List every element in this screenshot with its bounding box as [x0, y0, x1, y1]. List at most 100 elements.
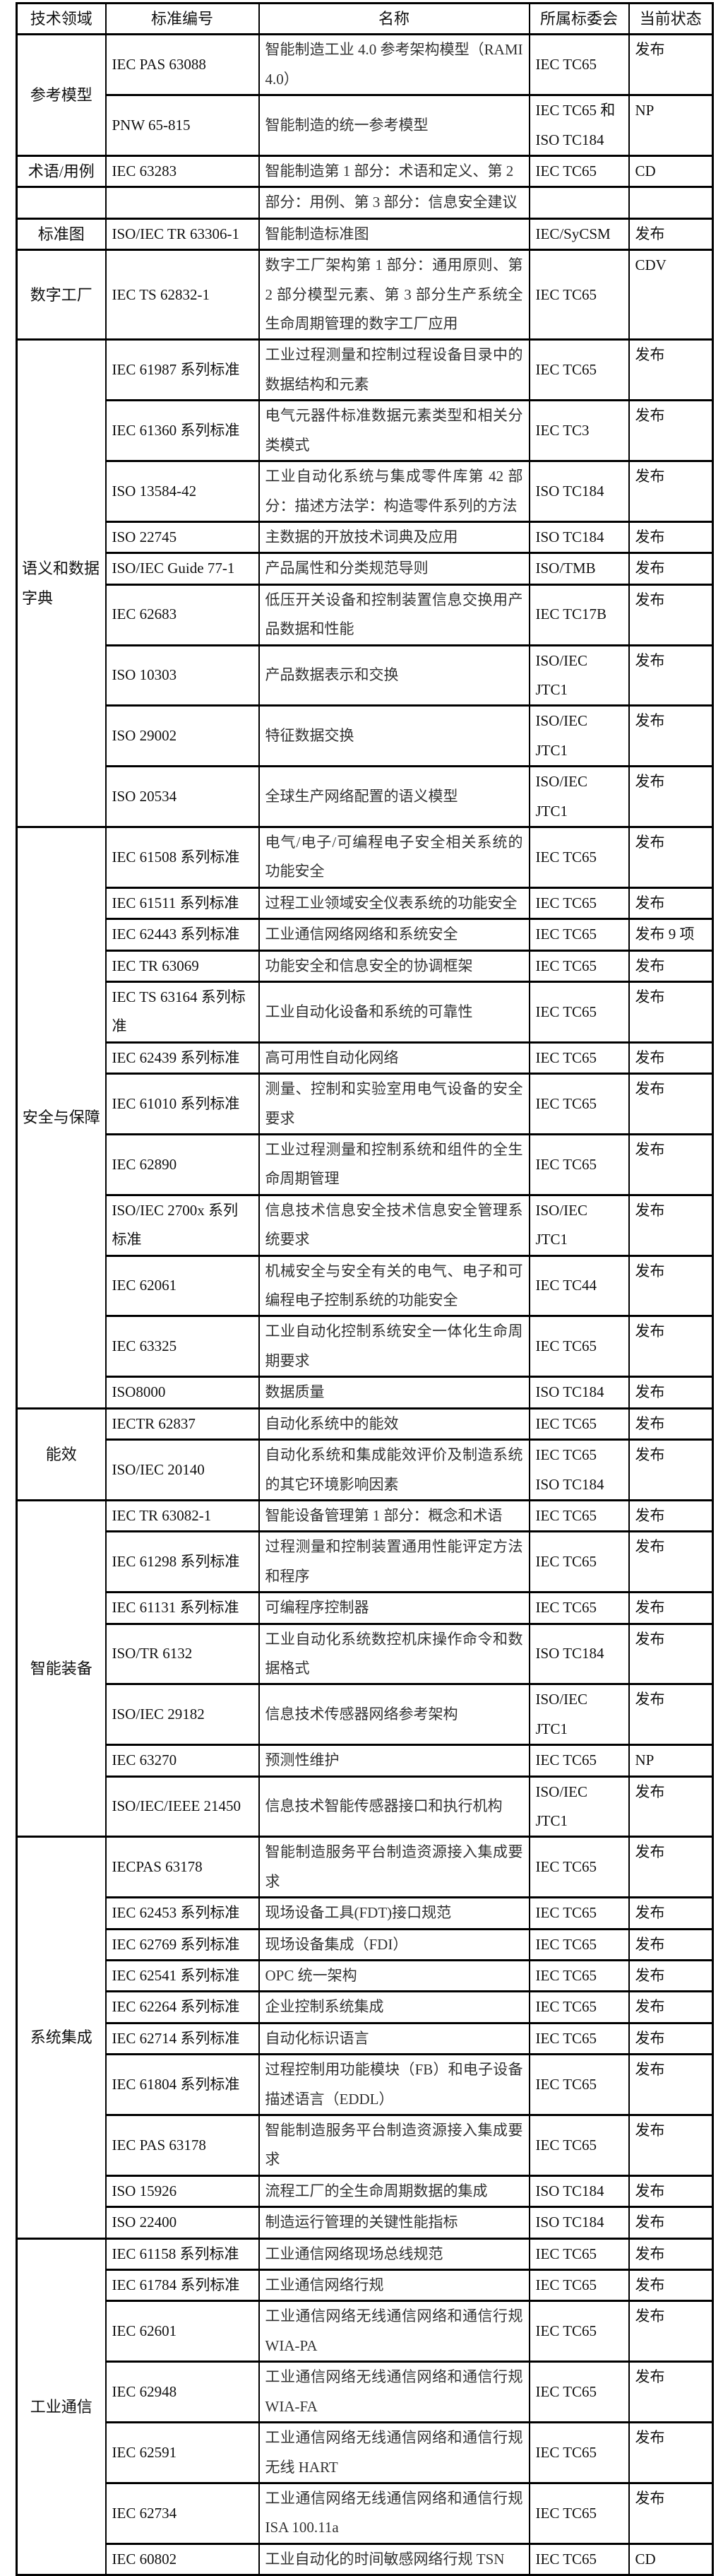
- committee-cell: ISO TC184: [528, 1622, 630, 1685]
- committee-cell: IEC TC65: [528, 2542, 630, 2576]
- standard-id-cell: ISO 20534: [104, 765, 260, 828]
- status-cell: 发布: [628, 1958, 714, 1992]
- committee-cell: IEC TC65: [528, 825, 630, 889]
- status-cell: CDV: [628, 249, 714, 341]
- status-cell: CD: [628, 155, 714, 188]
- standard-id-cell: ISO8000: [104, 1376, 260, 1410]
- status-cell: 发布: [628, 399, 714, 462]
- status-cell: 发布: [628, 2269, 714, 2302]
- standard-id-cell: IEC 61511 系列标准: [104, 886, 260, 920]
- standard-id-cell: ISO 13584-42: [104, 460, 260, 523]
- table-row: ISO 22745 主数据的开放技术词典及应用 ISO TC184 发布: [17, 520, 714, 554]
- table-row: IEC 62601 工业通信网络无线通信网络和通信行规 WIA-PA IEC TC6…: [17, 2300, 714, 2363]
- table-row: IEC 61131 系列标准 可编程序控制器 IEC TC65 发布: [17, 1591, 714, 1625]
- table-row: ISO/IEC 2700x 系列标准 信息技术信息安全技术信息安全管理系统要求 IS…: [17, 1193, 714, 1257]
- name-cell: 现场设备集成（FDI）: [258, 1927, 530, 1961]
- committee-cell: ISO TC184: [528, 520, 630, 554]
- name-cell: 智能制造服务平台制造资源接入集成要求: [258, 1836, 530, 1898]
- standard-id-cell: IEC 61010 系列标准: [104, 1073, 260, 1135]
- name-cell: 企业控制系统集成: [258, 1990, 530, 2024]
- standard-id-cell: ISO 22745: [104, 520, 260, 554]
- status-cell: 发布: [628, 1041, 714, 1075]
- name-cell: 工业自动化的时间敏感网络行规 TSN: [258, 2542, 530, 2576]
- table-header-row: 技术领域 标准编号 名称 所属标委会 当前状态: [16, 1, 714, 35]
- committee-cell: IEC TC65: [528, 1591, 630, 1625]
- standard-id-cell: IEC 62769 系列标准: [104, 1927, 260, 1961]
- committee-cell: [528, 186, 630, 220]
- committee-cell: IEC TC65: [528, 981, 630, 1044]
- table-row: ISO 10303 产品数据表示和交换 ISO/IEC JTC1 发布: [17, 644, 714, 707]
- name-cell: 工业通信网络行规: [258, 2269, 530, 2302]
- standard-id-cell: IEC TR 63082-1: [104, 1499, 260, 1532]
- standard-id-cell: IEC 61804 系列标准: [104, 2053, 260, 2116]
- name-cell: 现场设备工具(FDT)接口规范: [258, 1896, 530, 1930]
- committee-cell: IEC TC65: [528, 1896, 630, 1930]
- table-row: ISO/IEC Guide 77-1 产品属性和分类规范导则 ISO/TMB 发布: [17, 552, 714, 586]
- name-cell: 自动化系统中的能效: [258, 1407, 530, 1441]
- table-row: 参考模型 IEC PAS 63088 智能制造工业 4.0 参考架构模型（RAMI4…: [16, 33, 714, 157]
- standard-id-cell: IEC 61508 系列标准: [104, 825, 260, 889]
- committee-cell: ISO/TMB: [528, 552, 630, 586]
- standard-id-cell: IEC 61987 系列标准: [104, 338, 260, 401]
- committee-cell: IEC TC65: [528, 2237, 630, 2271]
- name-cell: 低压开关设备和控制装置信息交换用产品数据和性能: [258, 583, 530, 646]
- name-cell: 工业通信网络现场总线规范: [258, 2237, 530, 2271]
- standard-id-cell: ISO/IEC 2700x 系列标准: [104, 1193, 260, 1257]
- committee-cell: ISO/IEC JTC1: [528, 704, 630, 767]
- status-cell: 发布: [628, 981, 714, 1044]
- table-row: IEC TS 63164 系列标准 工业自动化设备和系统的可靠性 IEC TC65 发…: [17, 981, 714, 1044]
- header-name: 名称: [258, 1, 530, 35]
- status-cell: 发布: [628, 460, 714, 523]
- committee-cell: IEC TC65: [528, 1133, 630, 1196]
- table-row: IEC 61784 系列标准 工业通信网络行规 IEC TC65 发布: [17, 2269, 714, 2302]
- status-cell: 发布: [628, 2053, 714, 2116]
- table-row: ISO/TR 6132 工业自动化系统数控机床操作命令和数据格式 ISO TC184…: [17, 1622, 714, 1685]
- table-row: ISO8000 数据质量 ISO TC184 发布: [17, 1376, 714, 1410]
- standard-id-cell: IEC 63325: [104, 1315, 260, 1378]
- name-cell: OPC 统一架构: [258, 1958, 530, 1992]
- committee-cell: IEC TC65: [528, 1530, 630, 1593]
- category-cell: 安全与保障: [16, 825, 107, 1410]
- standard-id-cell: IEC TS 62832-1: [104, 249, 260, 341]
- category-cell: 智能装备: [16, 1499, 107, 1838]
- status-cell: 发布: [628, 704, 714, 767]
- name-cell: 过程工业领域安全仪表系统的功能安全: [258, 886, 530, 920]
- standard-id-cell: IEC 61784 系列标准: [104, 2269, 260, 2302]
- committee-cell: IEC TC65: [528, 2421, 630, 2484]
- status-cell: 发布: [628, 1438, 714, 1501]
- standard-id-cell: ISO/IEC TR 63306-1: [104, 217, 260, 251]
- standard-id-cell: IEC 62264 系列标准: [104, 1990, 260, 2024]
- committee-cell: IEC TC3: [528, 399, 630, 462]
- table-row: IEC 61360 系列标准 电气元器件标准数据元素类型和相关分类模式 IEC TC…: [17, 399, 714, 462]
- committee-cell: IEC TC65: [528, 338, 630, 401]
- name-cell: 数据质量: [258, 1376, 530, 1410]
- name-cell: 可编程序控制器: [258, 1591, 530, 1625]
- name-cell: 工业自动化系统数控机床操作命令和数据格式: [258, 1622, 530, 1685]
- table-row: 语义和数据字典 IEC 61987 系列标准 工业过程测量和控制过程设备目录中的数据…: [16, 338, 714, 828]
- header-status: 当前状态: [628, 1, 714, 35]
- standard-id-cell: [104, 186, 260, 220]
- table-row: ISO 13584-42 工业自动化系统与集成零件库第 42 部分：描述方法学：构…: [17, 460, 714, 523]
- standard-id-cell: PNW 65-815: [104, 94, 260, 157]
- table-row: IEC 61804 系列标准 过程控制用功能模块（FB）和电子设备描述语言（EDD…: [17, 2053, 714, 2116]
- status-cell: 发布: [628, 765, 714, 828]
- standard-id-cell: IEC 62541 系列标准: [104, 1958, 260, 1992]
- table-row: 数字工厂 IEC TS 62832-1 数字工厂架构第 1 部分：通用原则、第 2 …: [16, 249, 714, 341]
- table-row: IEC 60802 工业自动化的时间敏感网络行规 TSN IEC TC65 CD: [17, 2542, 714, 2576]
- table-row: IEC PAS 63178 智能制造服务平台制造资源接入集成要求 IEC TC65 发…: [17, 2114, 714, 2177]
- name-cell: 主数据的开放技术词典及应用: [258, 520, 530, 554]
- table-row: IEC 62769 系列标准 现场设备集成（FDI） IEC TC65 发布: [17, 1927, 714, 1961]
- status-cell: CD: [628, 2542, 714, 2576]
- status-cell: 发布: [628, 217, 714, 251]
- name-cell: 工业通信网络无线通信网络和通信行规 WIA-FA: [258, 2361, 530, 2423]
- committee-cell: IEC TC65: [528, 1041, 630, 1075]
- standard-id-cell: IEC 62683: [104, 583, 260, 646]
- header-committee: 所属标委会: [528, 1, 630, 35]
- category-cell: 数字工厂: [16, 249, 107, 341]
- table-row: IEC 62734 工业通信网络无线通信网络和通信行规 ISA 100.11a IE…: [17, 2481, 714, 2545]
- name-cell: 工业过程测量和控制系统和组件的全生命周期管理: [258, 1133, 530, 1196]
- standard-id-cell: IEC PAS 63178: [104, 2114, 260, 2177]
- category-cell: 工业通信: [16, 2237, 107, 2576]
- header-standard-id: 标准编号: [104, 1, 260, 35]
- table-row: ISO 15926 流程工厂的全生命周期数据的集成 ISO TC184 发布: [17, 2174, 714, 2208]
